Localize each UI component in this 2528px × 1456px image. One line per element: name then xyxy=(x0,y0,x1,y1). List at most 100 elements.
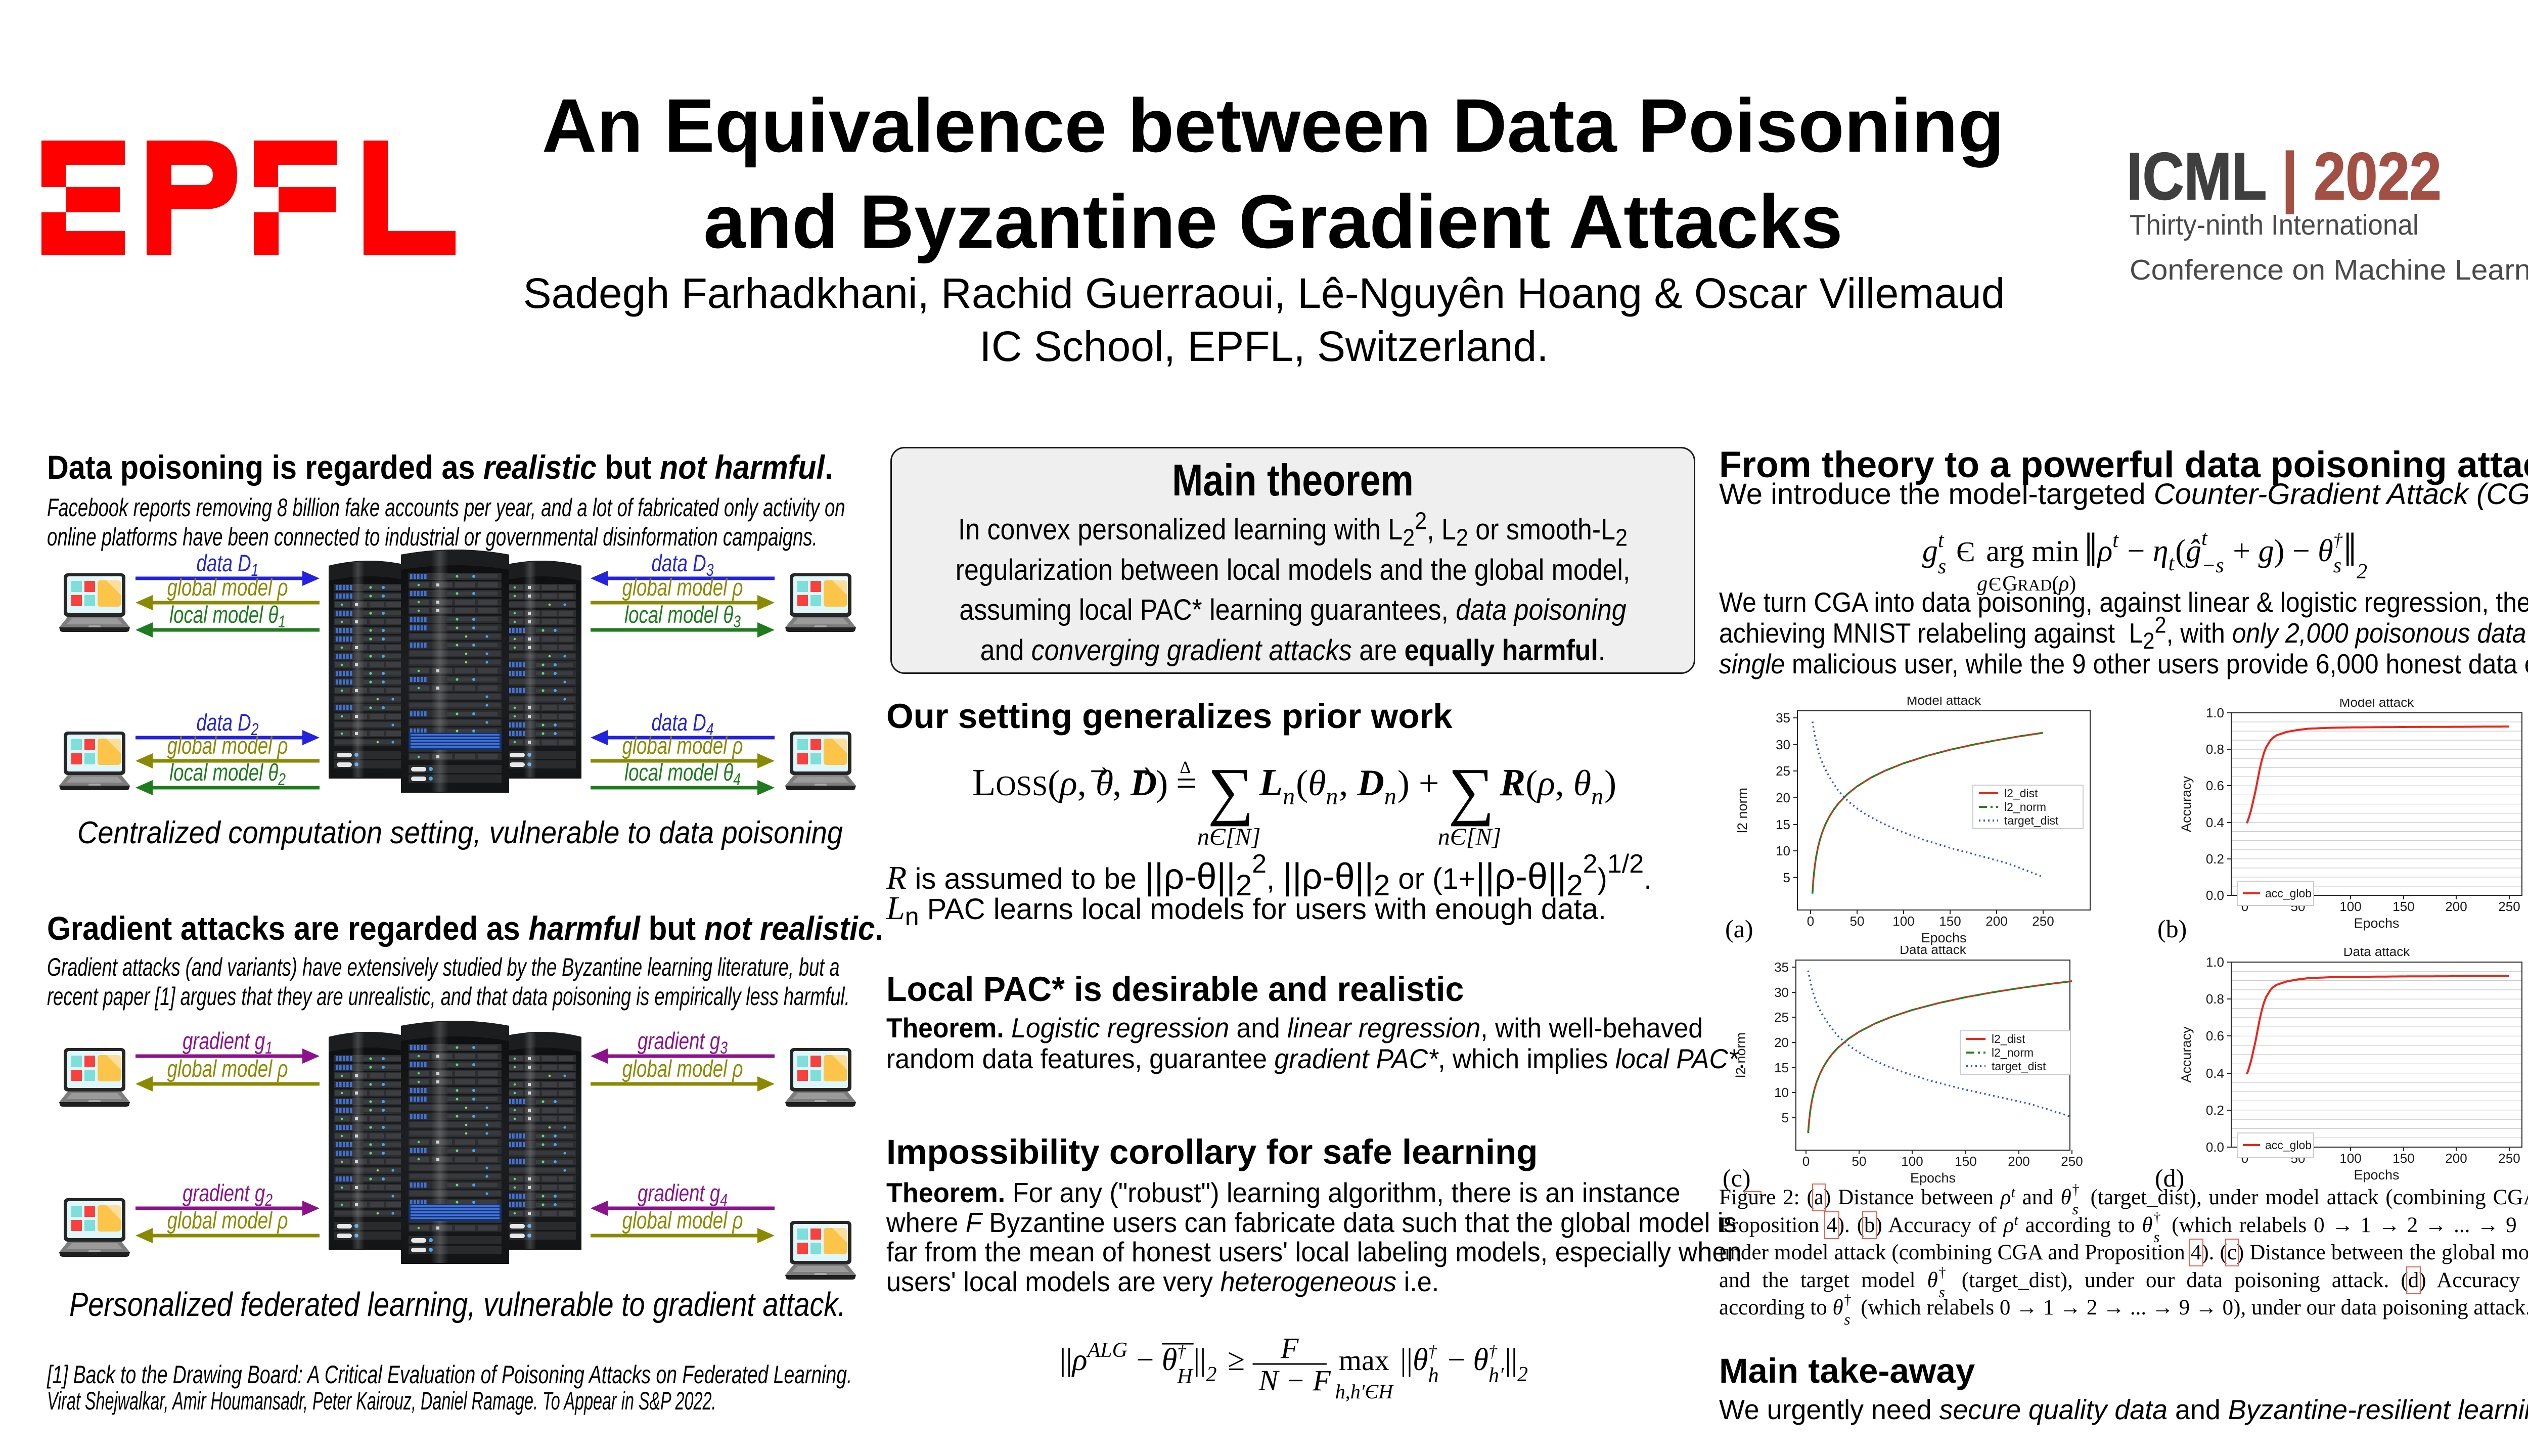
svg-text:θ: θ xyxy=(1413,1343,1428,1377)
svg-text:5: 5 xyxy=(1783,870,1790,885)
svg-text:R: R xyxy=(1500,761,1526,804)
svg-text:150: 150 xyxy=(1939,914,1961,929)
svg-text:†: † xyxy=(1177,1342,1186,1361)
svg-text:θ: θ xyxy=(1162,1343,1177,1377)
svg-text:Model attack: Model attack xyxy=(1907,697,1981,708)
svg-text:l2_dist: l2_dist xyxy=(2004,787,2038,800)
svg-text:15: 15 xyxy=(1774,1060,1789,1075)
svg-text:): ) xyxy=(1397,763,1410,803)
svg-text:0.6: 0.6 xyxy=(2206,778,2224,793)
svg-text:L: L xyxy=(1259,761,1283,804)
svg-text:data D4: data D4 xyxy=(652,709,714,739)
svg-text:gradient g1: gradient g1 xyxy=(183,1027,273,1058)
svg-text:5: 5 xyxy=(1782,1110,1789,1125)
svg-text:100: 100 xyxy=(1901,1154,1923,1169)
svg-text:max: max xyxy=(1339,1344,1389,1377)
svg-text:t: t xyxy=(1938,529,1945,552)
svg-text:Data attack: Data attack xyxy=(2343,948,2411,959)
svg-text:): ) xyxy=(2069,572,2076,596)
svg-text:ρ: ρ xyxy=(1071,1343,1088,1377)
svg-text:η: η xyxy=(2153,534,2169,568)
svg-text:global model ρ: global model ρ xyxy=(622,732,743,759)
svg-text:g: g xyxy=(1922,534,1938,568)
svg-text:,: , xyxy=(1555,763,1573,803)
svg-text:100: 100 xyxy=(1892,914,1914,929)
svg-text:global model ρ: global model ρ xyxy=(167,1207,288,1234)
svg-text:1.0: 1.0 xyxy=(2206,705,2224,720)
svg-text:Epochs: Epochs xyxy=(1921,930,1966,945)
svg-text:25: 25 xyxy=(1776,763,1790,779)
svg-text:=: = xyxy=(1176,763,1197,803)
svg-text:global model ρ: global model ρ xyxy=(167,732,288,759)
svg-text:‖: ‖ xyxy=(2084,524,2097,576)
svg-text:200: 200 xyxy=(2445,899,2467,914)
svg-text:250: 250 xyxy=(2032,914,2054,929)
svg-text:||: || xyxy=(1505,1343,1517,1377)
svg-text:global model ρ: global model ρ xyxy=(622,574,743,601)
svg-text:l2_dist: l2_dist xyxy=(1992,1032,2025,1045)
svg-text:‖: ‖ xyxy=(2343,524,2357,576)
svg-text:gradient g2: gradient g2 xyxy=(183,1179,273,1210)
svg-text:θ: θ xyxy=(1308,763,1326,803)
svg-text:l2 norm: l2 norm xyxy=(1735,788,1750,833)
svg-text:g: g xyxy=(1977,572,1988,596)
svg-text:150: 150 xyxy=(2392,899,2414,914)
svg-text:n: n xyxy=(1326,783,1338,810)
svg-text:data D1: data D1 xyxy=(197,550,259,580)
svg-text:(: ( xyxy=(2175,534,2186,568)
svg-text:†: † xyxy=(1488,1342,1498,1361)
svg-text:local model θ3: local model θ3 xyxy=(624,601,741,631)
svg-text:): ) xyxy=(1604,763,1616,803)
svg-text:30: 30 xyxy=(1776,737,1790,752)
svg-text:Epochs: Epochs xyxy=(2354,916,2399,931)
svg-text:n: n xyxy=(1384,783,1396,810)
svg-text:OSS: OSS xyxy=(996,770,1048,802)
svg-text:(: ( xyxy=(2052,572,2059,596)
svg-text:g: g xyxy=(2259,534,2274,568)
svg-text:local model θ2: local model θ2 xyxy=(169,759,286,789)
svg-text:θ: θ xyxy=(1473,1343,1488,1377)
svg-text:≥: ≥ xyxy=(1220,1343,1253,1377)
svg-text:Accuracy: Accuracy xyxy=(2179,1026,2194,1083)
svg-text:200: 200 xyxy=(1985,914,2007,929)
svg-text:s: s xyxy=(1938,555,1946,578)
svg-text:†: † xyxy=(2333,530,2343,550)
svg-text:Accuracy: Accuracy xyxy=(2179,776,2194,832)
svg-text:30: 30 xyxy=(1774,985,1789,1000)
svg-text:RAD: RAD xyxy=(2018,576,2052,594)
svg-text:local model θ4: local model θ4 xyxy=(624,759,741,789)
svg-text:20: 20 xyxy=(1776,790,1790,805)
svg-text:0.8: 0.8 xyxy=(2206,742,2224,757)
svg-text:250: 250 xyxy=(2498,899,2520,914)
svg-text:h,h′ЄH: h,h′ЄH xyxy=(1335,1380,1394,1403)
svg-text:D: D xyxy=(1357,762,1384,804)
svg-text:nЄ[N]: nЄ[N] xyxy=(1438,824,1501,850)
svg-text:Є: Є xyxy=(1949,536,1982,568)
svg-text:0.8: 0.8 xyxy=(2206,991,2224,1007)
svg-text:ALG: ALG xyxy=(1086,1339,1127,1362)
svg-text:0.4: 0.4 xyxy=(2206,815,2224,830)
svg-text:2: 2 xyxy=(2357,560,2367,583)
svg-text:150: 150 xyxy=(1955,1154,1976,1169)
svg-text:,: , xyxy=(1112,763,1131,803)
svg-text:acc_glob: acc_glob xyxy=(2265,1139,2312,1152)
svg-text:Epochs: Epochs xyxy=(2354,1167,2399,1182)
svg-text:global model ρ: global model ρ xyxy=(167,574,288,601)
svg-text:50: 50 xyxy=(1850,914,1865,929)
svg-text:θ: θ xyxy=(2318,534,2333,568)
svg-text:20: 20 xyxy=(1774,1035,1789,1050)
svg-text:arg min: arg min xyxy=(1986,534,2079,568)
svg-text:ρ: ρ xyxy=(1537,763,1555,803)
svg-text:data D2: data D2 xyxy=(197,709,259,739)
svg-text:Model attack: Model attack xyxy=(2339,699,2414,710)
svg-text:25: 25 xyxy=(1774,1010,1789,1025)
svg-text:L: L xyxy=(972,761,996,804)
svg-text:35: 35 xyxy=(1776,710,1790,725)
svg-text:ĝ: ĝ xyxy=(2186,534,2201,568)
svg-text:): ) xyxy=(1156,763,1168,803)
svg-text:nЄ[N]: nЄ[N] xyxy=(1197,824,1260,850)
svg-text:n: n xyxy=(1283,783,1295,810)
svg-text:250: 250 xyxy=(2498,1151,2520,1166)
svg-text:50: 50 xyxy=(1852,1154,1867,1169)
svg-text:0.0: 0.0 xyxy=(2206,888,2224,903)
